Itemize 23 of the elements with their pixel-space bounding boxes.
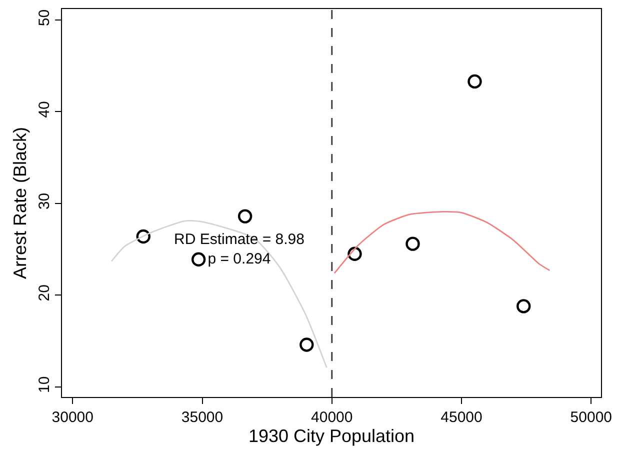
y-axis-title: Arrest Rate (Black) (10, 126, 30, 280)
point (191, 252, 206, 267)
x-tick-label: 50000 (570, 409, 612, 426)
x-tick-label: 40000 (311, 409, 353, 426)
point (406, 236, 420, 251)
point (300, 338, 314, 352)
point (136, 229, 150, 244)
y-tick-label: 40 (36, 101, 53, 118)
line-series (334, 211, 550, 274)
x-tick-label: 30000 (52, 409, 94, 426)
line-series (110, 220, 328, 368)
point (238, 209, 252, 224)
point (468, 74, 482, 89)
y-tick-label: 10 (36, 376, 53, 394)
y-tick-label: 50 (36, 9, 53, 26)
x-tick-label: 35000 (181, 409, 224, 426)
y-tick-label: 20 (36, 284, 53, 302)
annotation: RD Estimate = 8.98 p = 0.294 (174, 231, 304, 268)
y-tick-label: 30 (36, 192, 53, 210)
x-axis-title: 1930 City Population (248, 426, 415, 446)
point (516, 299, 531, 314)
x-tick-label: 45000 (440, 409, 482, 426)
point (348, 246, 362, 262)
